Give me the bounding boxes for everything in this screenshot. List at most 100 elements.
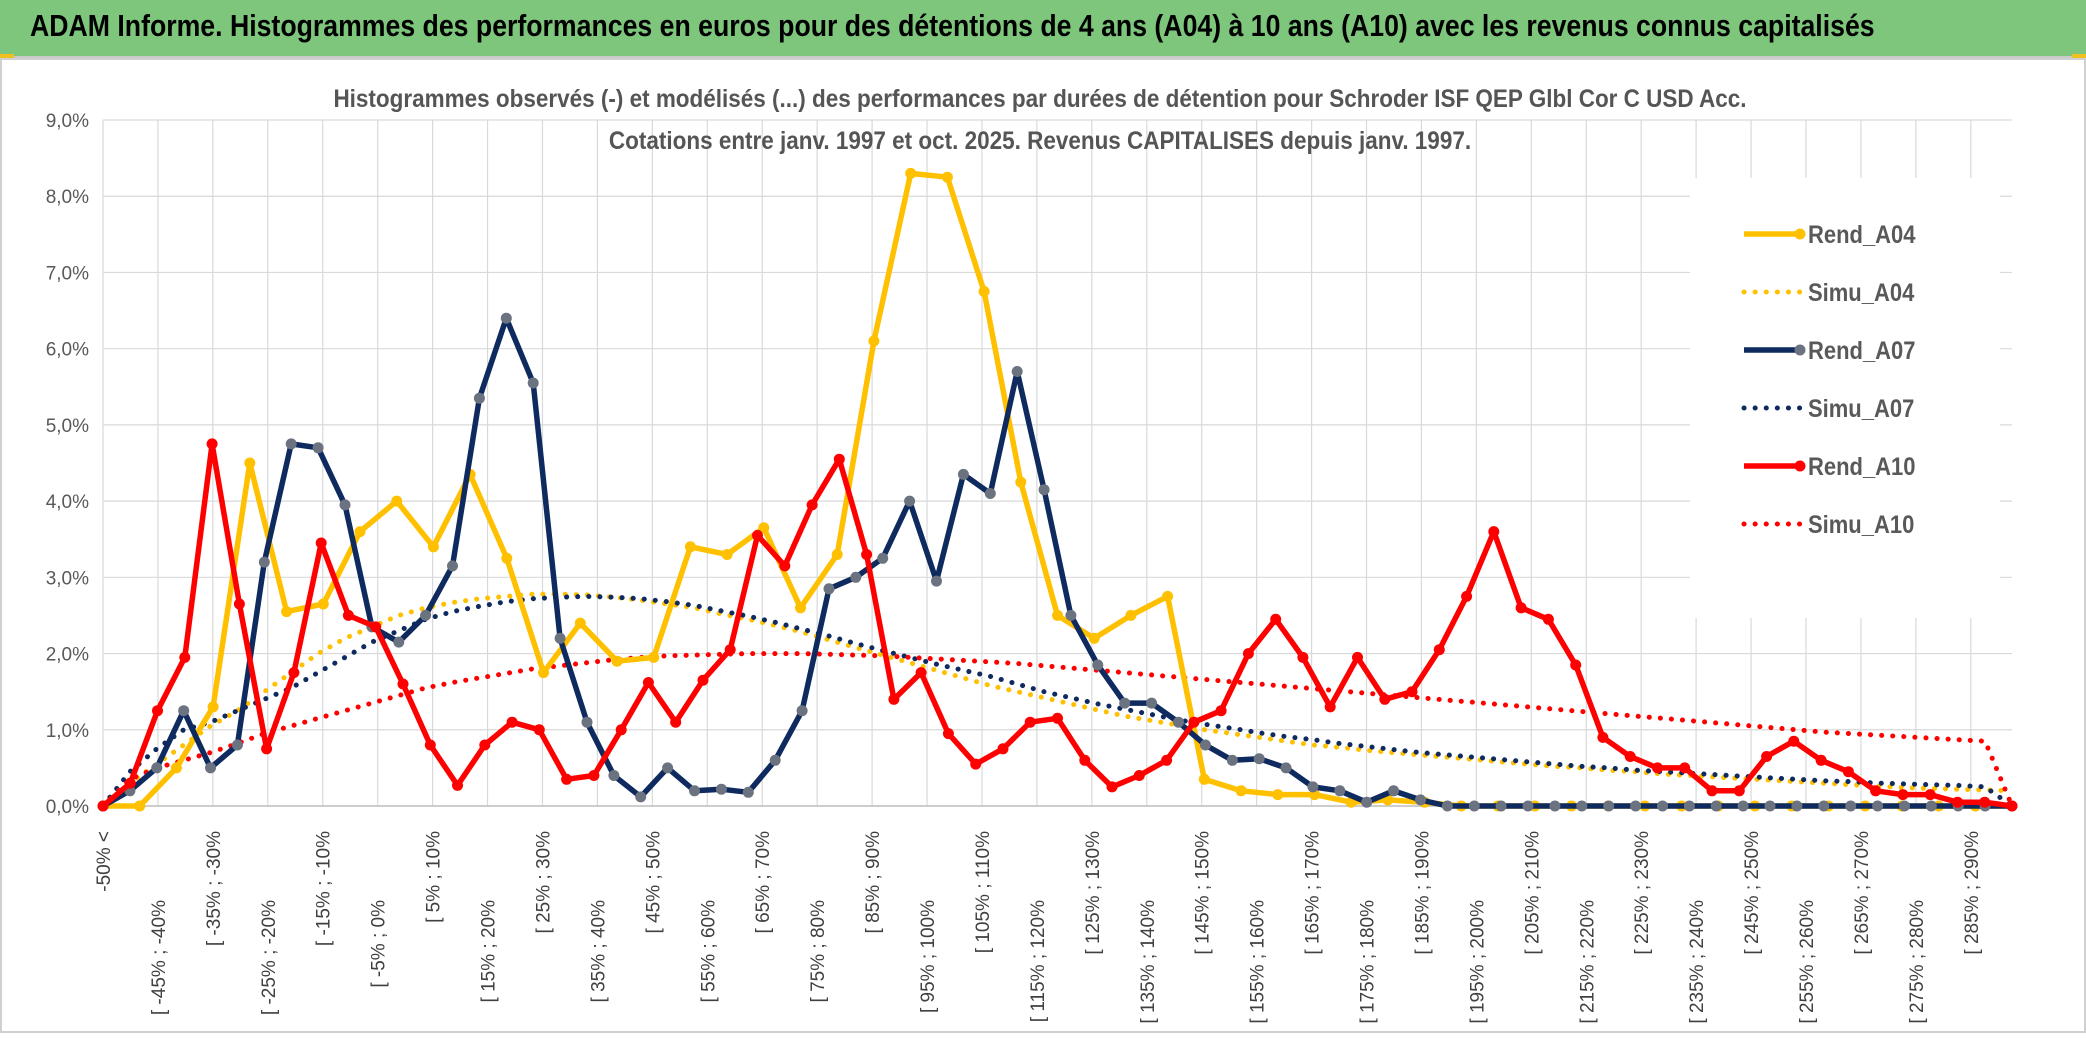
data-point [1710,800,1722,812]
report-title: ADAM Informe. Histogrammes des performan… [30,8,1875,43]
data-point [795,602,806,614]
data-point [1065,609,1077,621]
data-point [1818,800,1830,812]
data-point [588,770,600,781]
data-point [452,779,463,791]
data-point [1706,785,1718,797]
series-layer [97,167,2018,812]
data-point [724,644,736,656]
data-point [1133,770,1145,781]
data-point [1188,716,1200,728]
data-point [941,171,953,183]
data-point [1106,781,1118,793]
data-point [1415,794,1426,806]
data-point [1925,800,1937,812]
data-point [1870,785,1882,797]
data-point [635,791,647,803]
data-point [1079,754,1091,766]
data-point [97,800,109,812]
data-point [447,560,458,572]
data-point [1461,590,1473,602]
data-point [244,457,256,469]
data-point [957,468,969,480]
x-tick-label: -50% < [94,831,115,892]
data-point [1679,762,1691,774]
data-point [1161,754,1173,766]
data-point [662,762,674,774]
data-point [1334,785,1346,797]
data-point [823,583,835,595]
data-point [978,286,990,297]
data-point [1015,476,1027,488]
data-point [608,770,620,781]
data-point [642,677,654,688]
data-point [179,651,191,663]
data-point [1088,632,1100,644]
data-point [1924,789,1936,801]
data-point [339,499,351,511]
data-point [506,716,518,728]
data-point [206,438,218,450]
data-point [1125,609,1137,621]
data-point [1433,644,1445,656]
series-rend-a10 [97,438,2018,812]
data-point [424,739,436,751]
data-point [500,312,512,324]
data-point [1272,789,1284,801]
data-point [473,392,485,404]
data-point [315,537,327,549]
data-point [1406,686,1418,698]
data-point [1052,712,1063,724]
data-point [615,724,627,736]
data-point [527,377,539,389]
data-point [758,522,770,534]
data-point [1737,800,1749,812]
data-point [1549,800,1561,812]
data-point [915,667,927,679]
data-point [831,549,843,560]
data-point [151,762,163,774]
data-point [1352,651,1363,663]
data-point [554,632,566,644]
legend-label: Simu_A10 [1808,511,1914,539]
data-point [1815,754,1827,766]
data-point [1845,800,1857,812]
data-point [1199,739,1211,751]
data-point [742,786,754,798]
legend-item-simu-a07: Simu_A07 [1741,395,1914,422]
data-point [1897,789,1909,801]
data-point [1198,773,1210,785]
data-point [1038,484,1050,496]
data-point [1576,800,1588,812]
data-point [258,556,270,568]
y-tick-label: 7,0% [46,263,89,284]
x-tick-label: [ -45% ; -40% [149,900,170,1015]
data-point [342,609,354,621]
x-tick-label: [ 155% ; 160% [1248,900,1269,1024]
data-point [1542,613,1554,625]
data-point [1146,697,1158,709]
legend-item-rend-a07: Rend_A07 [1744,337,1916,364]
data-point [1253,753,1265,765]
data-point [1788,735,1800,747]
data-point [806,499,818,511]
data-point [1764,800,1776,812]
corner-mark-right [2072,54,2086,60]
x-tick-label: [ -15% ; -10% [314,831,335,946]
data-point [1441,800,1453,812]
x-tick-label: [ 135% ; 140% [1138,900,1159,1024]
data-point [684,541,696,553]
x-tick-label: [ 165% ; 170% [1303,831,1324,955]
data-point [1488,526,1500,538]
x-tick-label: [ 225% ; 230% [1632,831,1653,955]
data-point [1052,609,1063,621]
data-point [391,495,403,507]
data-point [574,617,586,629]
data-point [1235,785,1247,797]
data-point [479,739,491,751]
x-tick-label: [ 175% ; 180% [1358,900,1379,1024]
data-point [1603,800,1615,812]
data-point [877,552,889,564]
data-point [1630,800,1642,812]
x-tick-label: [ 265% ; 270% [1852,831,1873,955]
